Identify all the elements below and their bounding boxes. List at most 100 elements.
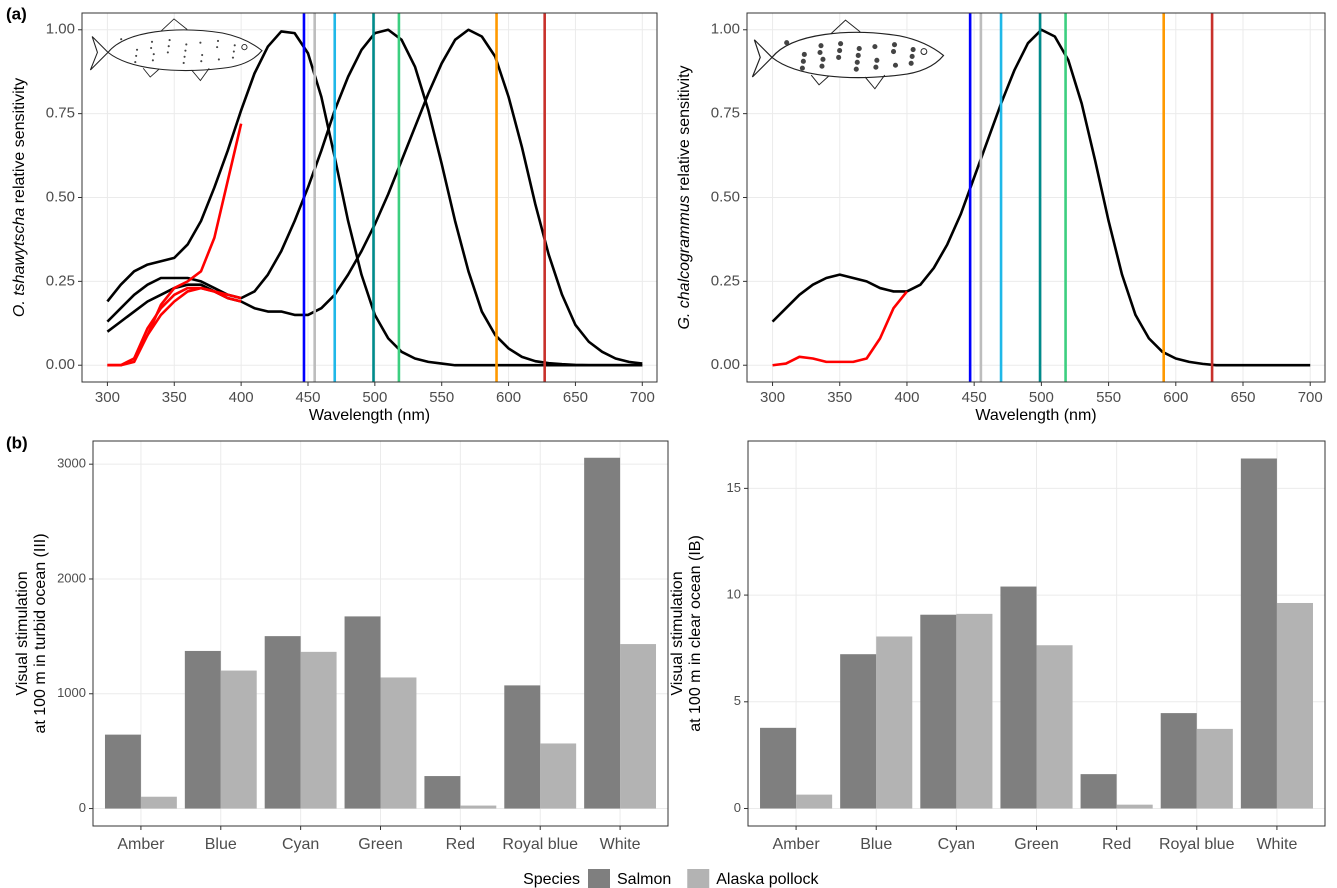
fish-spot (167, 45, 170, 48)
y-axis-text: relative sensitivity (11, 78, 28, 203)
y-axis-title: G. chalcogrammus relative sensitivity (676, 65, 693, 329)
y-axis-line: Visual stimulation (669, 571, 686, 695)
fish-spot (168, 39, 171, 42)
x-tick-label: 300 (760, 389, 785, 406)
bar (424, 776, 461, 809)
panel: 0.00 0.25 0.50 0.75 1.00 300 350 400 450 500 550 60… (676, 12, 1326, 424)
fish-eye (920, 48, 928, 55)
x-tick-label: 500 (362, 389, 387, 406)
x-tick-label: 300 (95, 389, 120, 406)
x-tick-label: 500 (1029, 389, 1054, 406)
bar (1080, 774, 1117, 809)
fish-spot (838, 41, 844, 47)
x-tick-label: 550 (1096, 389, 1121, 406)
y-tick-label: 0.25 (711, 272, 740, 289)
fish-spot (854, 59, 860, 65)
bar (1116, 804, 1153, 809)
y-axis-species: O. tshawytscha (11, 208, 28, 317)
fish-spot (185, 43, 188, 46)
y-axis-title: Visual stimulationat 100 m in clear ocea… (669, 535, 704, 732)
sensitivity-curve (106, 30, 643, 367)
fish-spot (183, 55, 186, 58)
x-tick-label: 600 (496, 389, 521, 406)
plot-border (92, 440, 669, 827)
bar (540, 743, 577, 809)
y-axis-line: at 100 m in clear ocean (IB) (687, 535, 704, 732)
x-tick-label: 550 (429, 389, 454, 406)
fish-spot (799, 65, 805, 71)
sensitivity-curve (107, 286, 242, 367)
fish-spot (908, 60, 914, 66)
fish-spot (855, 52, 861, 58)
x-tick-label: Amber (117, 836, 165, 853)
bar (220, 670, 257, 809)
x-tick-label: Blue (205, 836, 237, 853)
bar (264, 636, 301, 809)
y-tick-label: 0.50 (46, 188, 75, 205)
y-tick-label: 5 (734, 693, 741, 708)
fish-spot (231, 56, 235, 59)
y-tick-label: 1000 (57, 685, 86, 700)
plot-border (81, 12, 658, 383)
fish-spot (135, 48, 139, 51)
bar (760, 727, 797, 809)
x-tick-label: 400 (229, 389, 254, 406)
bar (840, 654, 877, 809)
fish-spot (837, 47, 843, 54)
x-tick-label: 700 (630, 389, 655, 406)
fish-illustration (89, 18, 263, 82)
bar (584, 457, 621, 809)
x-tick-label: 450 (295, 389, 320, 406)
x-tick-label: 700 (1298, 389, 1323, 406)
fish-spot (217, 58, 220, 61)
x-tick-label: 650 (1230, 389, 1255, 406)
bar (876, 636, 913, 809)
fish-spot (199, 41, 202, 44)
fish-spot (166, 51, 169, 54)
y-axis-species: G. chalcogrammus (676, 195, 693, 329)
x-tick-label: 600 (1163, 389, 1188, 406)
fish-spot (134, 61, 137, 64)
fish-spot (909, 53, 915, 59)
fish-spot (801, 51, 807, 58)
panel: 0.00 0.25 0.50 0.75 1.00 300 350 400 450 500 550 60… (11, 12, 658, 424)
y-tick-label: 0.75 (46, 105, 75, 122)
y-tick-label: 2000 (57, 570, 86, 585)
x-tick-label: Cyan (938, 836, 975, 853)
x-tick-label: Cyan (282, 836, 319, 853)
panel-label: (b) (6, 433, 28, 452)
sensitivity-curve (772, 290, 908, 367)
bar (1196, 728, 1233, 809)
x-tick-label: White (1256, 836, 1297, 853)
bar (104, 734, 141, 809)
fish-spot (152, 53, 155, 56)
fish-fin (810, 19, 886, 90)
y-tick-label: 0.25 (46, 272, 75, 289)
fish-spot (200, 60, 203, 63)
x-tick-label: 450 (962, 389, 987, 406)
x-tick-label: Royal blue (502, 836, 578, 853)
y-axis-title: Visual stimulationat 100 m in turbid oce… (14, 533, 49, 733)
y-tick-label: 0 (734, 800, 741, 815)
fish-spot (120, 38, 123, 41)
fish-spot (873, 64, 879, 70)
sensitivity-curve (771, 28, 1311, 367)
x-tick-label: Amber (773, 836, 821, 853)
fish-spot (817, 49, 823, 56)
y-tick-label: 0.75 (711, 105, 740, 122)
fish-spot (784, 40, 790, 46)
fish-spot (853, 66, 859, 72)
y-tick-label: 0.50 (711, 188, 740, 205)
fish-eye (241, 44, 248, 51)
bar (184, 650, 221, 809)
fish-spot (872, 44, 878, 50)
bar (796, 794, 833, 809)
y-tick-label: 1.00 (46, 21, 75, 38)
x-tick-label: Royal blue (1159, 836, 1235, 853)
fish-spot (151, 59, 154, 62)
bar (1000, 586, 1037, 809)
fish-spot (891, 42, 898, 48)
legend-swatch (588, 869, 610, 888)
fish-spot (184, 49, 187, 52)
fish-illustration (751, 19, 945, 90)
